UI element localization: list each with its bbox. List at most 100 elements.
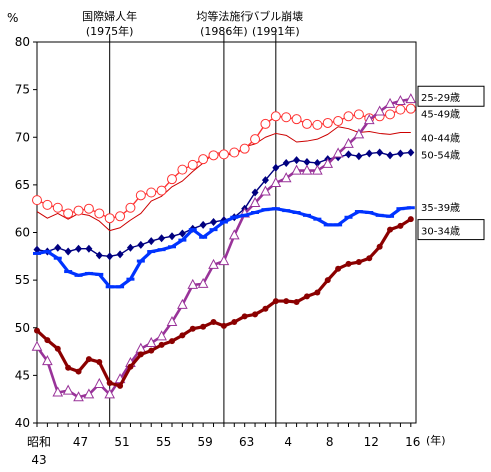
data-point bbox=[166, 315, 178, 327]
data-point bbox=[333, 116, 344, 127]
y-tick-label: 65 bbox=[15, 178, 30, 192]
data-point bbox=[54, 345, 61, 352]
legend-label: 45-49歳 bbox=[421, 108, 460, 120]
data-point bbox=[345, 260, 352, 267]
data-point bbox=[345, 150, 353, 159]
data-point bbox=[301, 164, 313, 175]
data-point bbox=[343, 137, 354, 148]
y-tick-label: 80 bbox=[15, 35, 30, 49]
x-tick-label: 55 bbox=[156, 435, 171, 449]
data-point bbox=[63, 208, 74, 219]
legend-box bbox=[417, 85, 485, 107]
data-point bbox=[85, 356, 92, 363]
series-layer bbox=[31, 93, 417, 402]
data-point bbox=[395, 104, 406, 115]
data-point bbox=[158, 234, 166, 243]
event-label: 均等法施行 bbox=[196, 9, 251, 23]
data-point bbox=[231, 319, 238, 326]
data-point bbox=[228, 229, 240, 240]
data-point bbox=[322, 157, 334, 168]
data-point bbox=[158, 341, 165, 348]
data-point bbox=[199, 220, 207, 229]
data-point bbox=[168, 232, 176, 241]
data-point bbox=[34, 327, 40, 334]
x-tick-label: 47 bbox=[73, 435, 88, 449]
data-point bbox=[272, 298, 279, 305]
legend-label: 35-39歳 bbox=[421, 202, 460, 214]
data-point bbox=[75, 244, 83, 253]
data-point bbox=[94, 208, 105, 219]
data-point bbox=[395, 94, 406, 106]
legend-box bbox=[417, 219, 485, 241]
data-point bbox=[283, 298, 290, 305]
data-point bbox=[332, 147, 344, 158]
data-point bbox=[147, 237, 155, 246]
data-point bbox=[405, 93, 417, 104]
data-point bbox=[52, 386, 64, 397]
data-point bbox=[260, 185, 271, 196]
legend-label: 50-54歳 bbox=[421, 149, 460, 161]
plot-area-border bbox=[36, 41, 417, 424]
data-point bbox=[126, 243, 134, 252]
y-tick-label: 50 bbox=[15, 321, 30, 335]
data-point bbox=[156, 330, 167, 341]
data-point bbox=[189, 325, 196, 332]
y-tick-label: 75 bbox=[15, 83, 30, 97]
data-point bbox=[363, 114, 375, 125]
data-point bbox=[127, 363, 134, 370]
data-point bbox=[313, 158, 321, 167]
data-point bbox=[312, 164, 323, 175]
data-point bbox=[218, 149, 229, 160]
data-point bbox=[73, 391, 84, 402]
data-point bbox=[270, 176, 282, 187]
x-tick-label-line2: 43 bbox=[31, 453, 46, 467]
y-axis-unit: % bbox=[7, 11, 18, 25]
data-point bbox=[178, 229, 186, 238]
data-point bbox=[239, 143, 250, 154]
data-point bbox=[335, 265, 342, 272]
event-markers: 国際婦人年(1975年) 均等法施行(1986年)バブル崩壊(1991年) bbox=[82, 9, 303, 423]
data-point bbox=[146, 187, 157, 198]
legend-label: 40-44歳 bbox=[421, 132, 460, 144]
data-point bbox=[166, 174, 177, 185]
data-point bbox=[210, 319, 217, 326]
x-tick-label: 4 bbox=[284, 435, 292, 449]
data-point bbox=[177, 298, 188, 309]
data-point bbox=[303, 158, 311, 167]
data-point bbox=[104, 213, 115, 224]
data-point bbox=[353, 128, 365, 139]
data-point bbox=[324, 277, 331, 284]
data-point bbox=[262, 305, 269, 312]
x-tick-label: 59 bbox=[197, 435, 212, 449]
data-point bbox=[314, 289, 321, 296]
data-point bbox=[387, 226, 394, 233]
data-point bbox=[75, 368, 82, 375]
data-point bbox=[355, 152, 363, 161]
data-point bbox=[65, 364, 72, 371]
data-point bbox=[229, 147, 240, 158]
data-point bbox=[249, 196, 261, 207]
series-35-39歳 bbox=[33, 206, 415, 289]
data-point bbox=[405, 103, 416, 114]
data-point bbox=[355, 259, 362, 266]
data-point bbox=[376, 243, 383, 250]
event-year-label: (1975年) bbox=[86, 24, 134, 38]
data-point bbox=[106, 379, 113, 386]
data-point bbox=[156, 185, 167, 196]
data-point bbox=[197, 277, 209, 288]
data-point bbox=[168, 338, 175, 345]
plot-frame bbox=[36, 41, 417, 424]
data-point bbox=[366, 255, 373, 262]
data-point bbox=[85, 244, 93, 253]
data-point bbox=[148, 347, 155, 354]
x-tick-label: 63 bbox=[239, 435, 254, 449]
data-point bbox=[135, 190, 146, 201]
data-point bbox=[384, 97, 396, 108]
event-year-label: (1991年) bbox=[252, 24, 300, 38]
data-point bbox=[210, 218, 218, 227]
data-point bbox=[96, 359, 103, 366]
data-point bbox=[115, 211, 126, 222]
data-point bbox=[374, 105, 385, 116]
data-point bbox=[281, 112, 292, 123]
